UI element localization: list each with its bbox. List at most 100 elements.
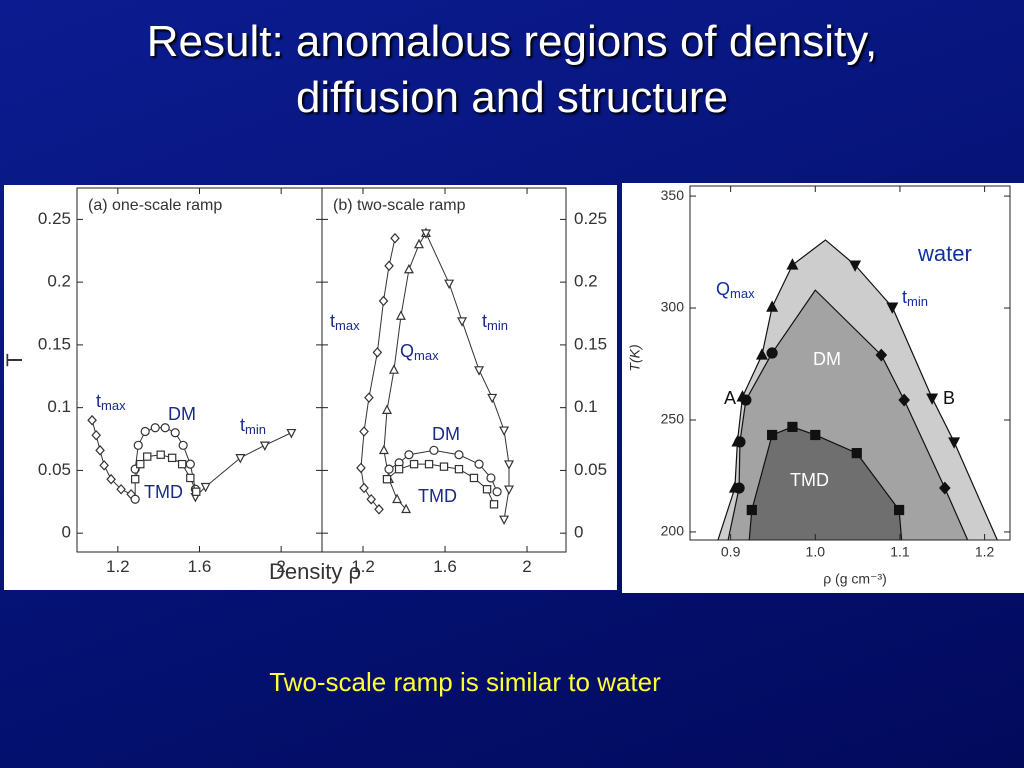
annotation-text: B (943, 388, 955, 408)
x-tick-label: 1.6 (188, 557, 212, 576)
marker (374, 504, 384, 515)
annotation-text: t (482, 311, 487, 331)
marker (392, 493, 403, 504)
x-tick-label: 1.1 (890, 543, 910, 559)
marker (766, 347, 778, 359)
y-tick-label: 0.1 (574, 397, 598, 416)
y-tick-label: 0 (574, 523, 583, 542)
marker (106, 473, 116, 485)
annotation: TMD (418, 486, 457, 506)
marker (356, 462, 366, 474)
y-tick-label: 0.25 (574, 209, 607, 228)
marker (395, 310, 406, 320)
marker (413, 238, 424, 249)
caption: Two-scale ramp is similar to water (269, 667, 661, 697)
marker (851, 448, 862, 459)
marker (200, 482, 211, 493)
marker (504, 485, 514, 495)
x-tick-label: 2 (522, 557, 531, 576)
marker (457, 317, 468, 327)
marker (388, 364, 399, 374)
marker (875, 348, 888, 362)
marker (87, 414, 97, 426)
plot-frame (689, 185, 1011, 541)
marker (429, 445, 439, 455)
marker (403, 263, 414, 274)
y-tick-label: 250 (661, 411, 685, 427)
annotation-subscript: max (335, 318, 360, 333)
marker (420, 229, 431, 239)
marker (186, 473, 195, 483)
annotation: tmax (96, 391, 126, 414)
marker (286, 428, 297, 439)
annotation: tmax (330, 311, 360, 334)
marker (766, 300, 779, 312)
annotation: Qmax (716, 279, 755, 302)
curve (360, 238, 396, 510)
marker (810, 429, 821, 441)
marker (178, 440, 188, 450)
marker (192, 487, 201, 496)
y-tick-label: 0.2 (574, 272, 598, 291)
marker (499, 426, 510, 436)
marker (235, 454, 246, 464)
y-tick-label: 0.2 (47, 272, 71, 291)
annotation-text: A (724, 388, 736, 408)
marker (487, 393, 498, 404)
annotation-text: t (330, 311, 335, 331)
marker (474, 366, 485, 376)
y-axis-label: T (2, 353, 27, 366)
y-tick-label: 0.15 (574, 334, 607, 353)
annotation: water (917, 241, 972, 266)
marker (894, 504, 905, 516)
annotation-text: t (902, 287, 907, 307)
annotation-text: TMD (418, 486, 457, 506)
annotation-subscript: min (487, 318, 508, 333)
annotation-subscript: max (101, 398, 126, 413)
marker (384, 464, 394, 474)
x-tick-label: 1.6 (433, 557, 457, 576)
annotation-text: DM (432, 424, 460, 444)
x-tick-label: 0.9 (721, 543, 741, 559)
marker (156, 450, 165, 459)
marker (390, 232, 400, 244)
marker (130, 475, 140, 484)
marker (939, 481, 951, 495)
annotation-text: t (96, 391, 101, 411)
annotation-text: DM (813, 349, 841, 369)
marker (384, 260, 394, 272)
marker (444, 279, 455, 290)
annotation-text: water (917, 241, 972, 266)
annotation: tmin (902, 287, 928, 310)
marker (130, 494, 140, 504)
annotation-text: t (240, 415, 245, 435)
marker (439, 462, 449, 471)
marker (787, 421, 798, 433)
annotation-subscript: max (414, 348, 439, 363)
marker (404, 450, 414, 460)
marker (167, 453, 177, 463)
marker (177, 459, 187, 469)
x-axis-label: ρ (g cm⁻³) (823, 571, 887, 587)
marker (482, 485, 492, 494)
annotation: TMD (144, 482, 183, 502)
annotation-subscript: min (245, 422, 266, 437)
marker (359, 426, 369, 437)
marker (116, 483, 126, 495)
y-tick-label: 0 (62, 523, 71, 542)
marker (382, 404, 392, 414)
marker (95, 445, 105, 456)
annotation-text: Q (400, 341, 414, 361)
x-tick-label: 2 (276, 557, 285, 576)
annotation: DM (432, 424, 460, 444)
panel-left (4, 185, 617, 590)
y-tick-label: 0.05 (38, 460, 71, 479)
plot-frame (321, 187, 567, 553)
marker (378, 444, 389, 455)
marker (454, 450, 464, 460)
y-tick-label: 300 (661, 299, 685, 315)
marker (378, 295, 389, 307)
curve (383, 232, 427, 510)
